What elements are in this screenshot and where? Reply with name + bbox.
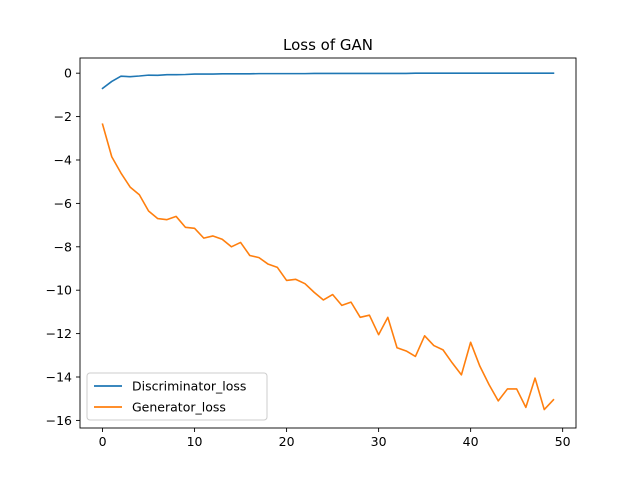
x-tick-label: 0 — [99, 434, 107, 449]
legend-label: Generator_loss — [132, 400, 226, 415]
x-tick-label: 40 — [463, 434, 479, 449]
y-tick-label: −2 — [54, 109, 72, 124]
axes-frame — [79, 57, 577, 429]
y-tick-label: −10 — [46, 283, 72, 298]
x-tick-label: 10 — [187, 434, 203, 449]
axes: 0 10 20 30 40 50 0 −2 −4 −6 −8 −10 −12 −14 −16 — [46, 57, 577, 449]
y-tick-label: 0 — [64, 66, 72, 81]
legend: Discriminator_loss Generator_loss — [86, 372, 268, 421]
plot-area — [101, 72, 555, 411]
chart-title: Loss of GAN — [283, 36, 373, 54]
x-tick-label: 20 — [279, 434, 295, 449]
y-tick-label: −8 — [54, 239, 72, 254]
y-tick-label: −4 — [54, 152, 72, 167]
x-tick-label: 30 — [371, 434, 387, 449]
y-tick-label: −16 — [46, 413, 72, 428]
series-line-discriminator-loss — [101, 72, 555, 90]
series-line-generator-loss — [101, 123, 555, 411]
y-tick-label: −12 — [46, 326, 72, 341]
y-tick-label: −6 — [54, 196, 72, 211]
x-tick-label: 50 — [555, 434, 571, 449]
legend-box — [86, 372, 268, 421]
legend-label: Discriminator_loss — [132, 379, 246, 394]
y-tick-label: −14 — [46, 370, 72, 385]
